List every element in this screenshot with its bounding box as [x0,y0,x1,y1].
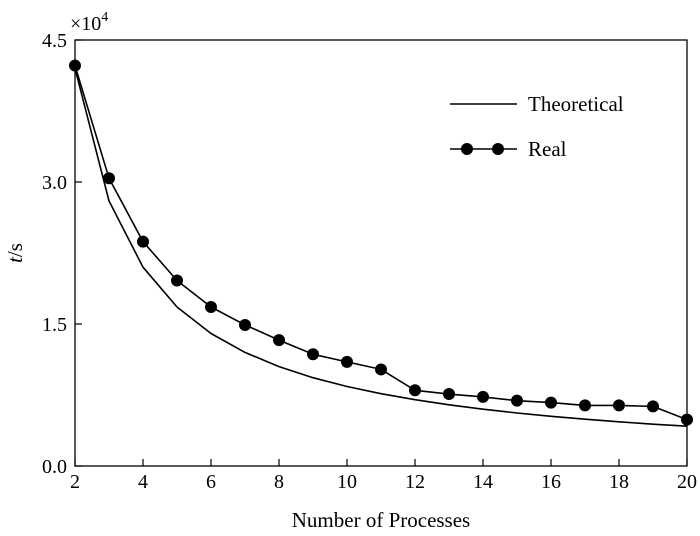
data-point-real [613,399,625,412]
data-point-real [341,355,353,368]
y-tick-label: 4.5 [42,30,67,52]
series-line-theoretical [74,68,688,427]
legend-label-real: Real [528,137,567,161]
x-tick-label: 2 [70,471,80,493]
y-tick-label: 0.0 [42,456,67,478]
data-point-real [579,399,591,412]
data-point-real [409,384,421,397]
y-axis-multiplier: ×104 [70,10,108,35]
x-tick-label: 10 [337,471,357,493]
y-axis-ticks: 0.0 1.5 3.0 4.5 [42,30,82,478]
y-axis-label-unit: /s [3,243,27,257]
y-axis-label: t/s [3,243,27,263]
legend: Theoretical Real [450,92,624,161]
data-point-real [239,318,251,331]
legend-marker-real [492,143,504,155]
data-point-real [375,363,387,376]
y-axis-label-symbol: t [3,256,27,263]
x-tick-label: 16 [541,471,561,493]
legend-marker-real [461,143,473,155]
data-point-real [137,235,149,248]
x-tick-label: 12 [405,471,425,493]
data-point-real [647,400,659,413]
y-tick-label: 1.5 [42,314,67,336]
series-markers [69,59,693,426]
y-multiplier-base: ×10 [70,13,101,35]
data-point-real [205,300,217,313]
x-tick-label: 6 [206,471,216,493]
x-axis-ticks: 2 4 6 8 10 12 14 16 18 20 [70,459,697,493]
x-tick-label: 8 [274,471,284,493]
y-multiplier-exponent: 4 [101,10,108,25]
x-axis-label: Number of Processes [292,508,470,532]
x-tick-label: 20 [677,471,697,493]
plot-frame [74,39,688,467]
x-tick-label: 18 [609,471,629,493]
data-point-real [443,388,455,401]
data-point-real [307,348,319,361]
data-point-real [171,274,183,287]
x-tick-label: 14 [473,471,493,493]
data-point-real [477,390,489,403]
data-point-real [511,394,523,407]
data-point-real [545,396,557,409]
legend-label-theoretical: Theoretical [528,92,624,116]
data-point-real [273,334,285,347]
y-tick-label: 3.0 [42,172,67,194]
data-point-real [103,172,115,185]
x-tick-label: 4 [138,471,148,493]
